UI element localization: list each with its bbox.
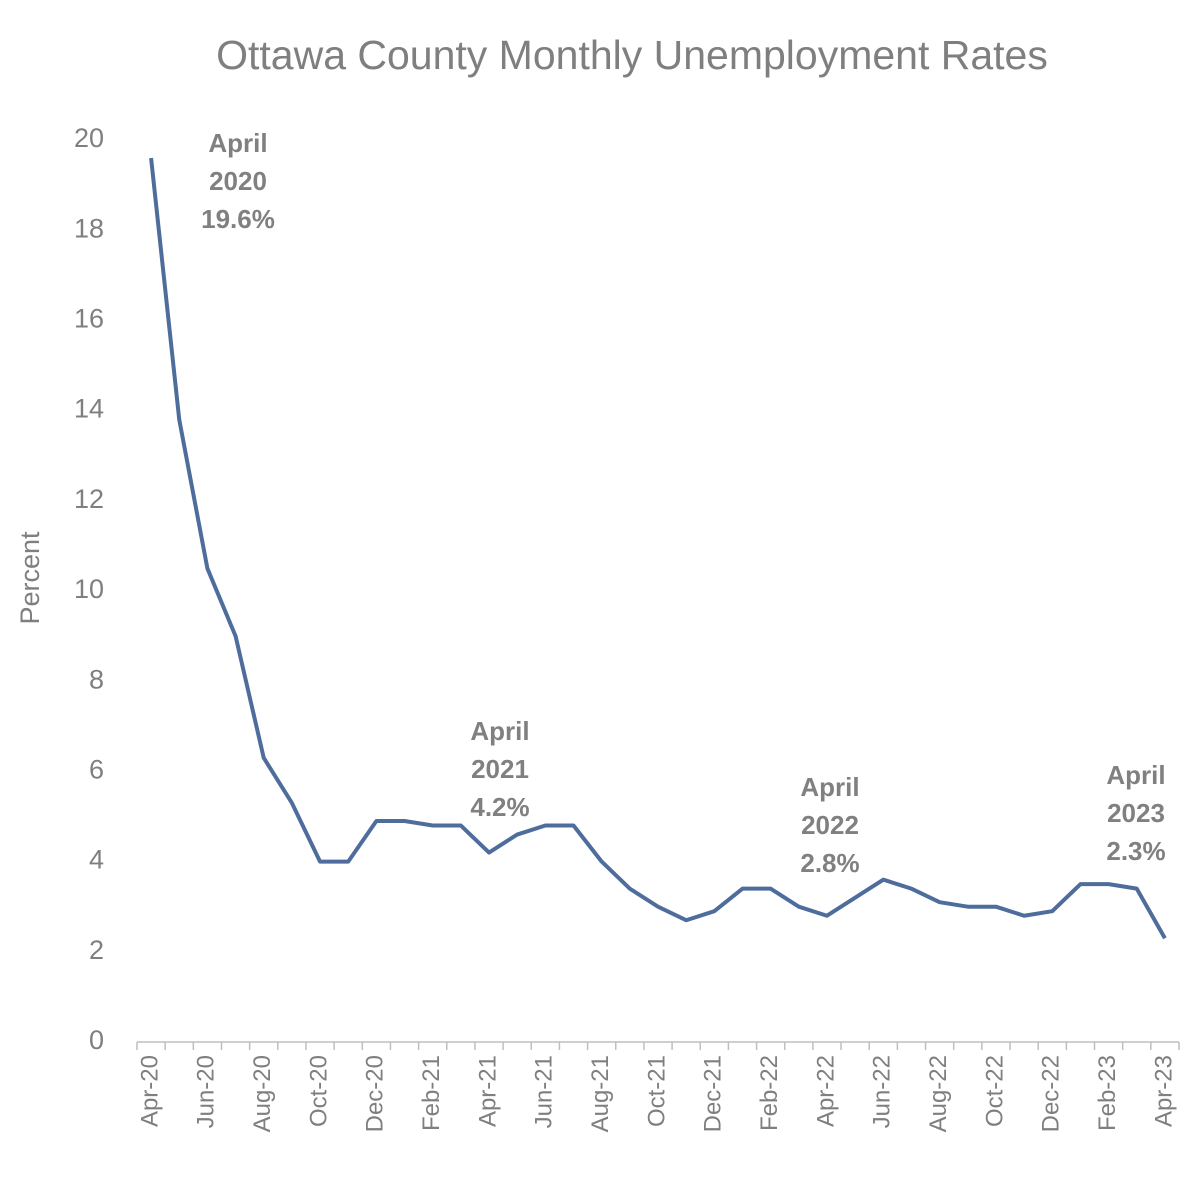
- annotation: April: [470, 716, 529, 746]
- y-tick-label: 16: [74, 304, 104, 334]
- annotation: April: [1106, 760, 1165, 790]
- x-tick-label: Aug-21: [587, 1055, 614, 1132]
- annotation: 2.3%: [1106, 836, 1165, 866]
- x-tick-label: Aug-22: [925, 1055, 952, 1132]
- x-tick-label: Apr-20: [136, 1055, 163, 1127]
- y-tick-label: 20: [74, 123, 104, 153]
- data-line: [149, 157, 1167, 940]
- x-tick-label: Aug-20: [249, 1055, 276, 1132]
- x-tick-label: Oct-20: [305, 1055, 332, 1127]
- y-tick-label: 0: [89, 1025, 104, 1055]
- x-tick-label: Apr-21: [474, 1055, 501, 1127]
- annotation: 19.6%: [201, 204, 275, 234]
- y-tick-label: 14: [74, 394, 104, 424]
- x-tick-label: Dec-21: [700, 1055, 727, 1132]
- x-tick-label: Apr-23: [1150, 1055, 1177, 1127]
- annotation: 2023: [1107, 798, 1165, 828]
- x-tick-label: Jun-22: [869, 1055, 896, 1128]
- annotation: 2020: [209, 166, 267, 196]
- x-tick-label: Apr-22: [812, 1055, 839, 1127]
- annotation: 2022: [801, 810, 859, 840]
- x-tick-label: Jun-20: [193, 1055, 220, 1128]
- x-tick-label: Dec-22: [1038, 1055, 1065, 1132]
- x-tick-label: Oct-21: [643, 1055, 670, 1127]
- y-axis-label: Percent: [15, 531, 45, 625]
- y-tick-label: 10: [74, 574, 104, 604]
- y-tick-label: 4: [89, 845, 104, 875]
- annotation: 2.8%: [800, 848, 859, 878]
- y-tick-label: 8: [89, 664, 104, 694]
- x-tick-label: Dec-20: [362, 1055, 389, 1132]
- annotation: April: [800, 772, 859, 802]
- y-tick-label: 18: [74, 213, 104, 243]
- x-tick-label: Oct-22: [981, 1055, 1008, 1127]
- annotation: 2021: [471, 754, 529, 784]
- chart-title: Ottawa County Monthly Unemployment Rates: [216, 32, 1048, 78]
- annotation: 4.2%: [470, 792, 529, 822]
- x-tick-label: Feb-22: [756, 1055, 783, 1131]
- y-tick-label: 12: [74, 484, 104, 514]
- x-tick-label: Jun-21: [531, 1055, 558, 1128]
- x-tick-label: Feb-21: [418, 1055, 445, 1131]
- y-tick-label: 6: [89, 755, 104, 785]
- y-tick-label: 2: [89, 935, 104, 965]
- x-tick-label: Feb-23: [1094, 1055, 1121, 1131]
- annotation: April: [208, 128, 267, 158]
